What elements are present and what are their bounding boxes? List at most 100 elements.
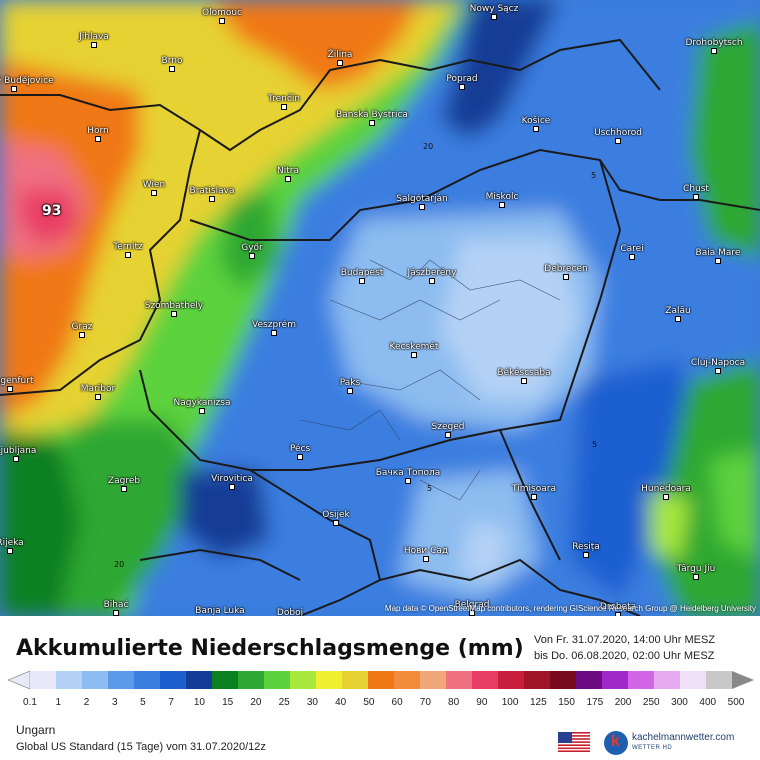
city-marker [13, 456, 19, 462]
scale-tick-label: 20 [250, 697, 262, 708]
city-label: Banská Bystrica [336, 110, 408, 120]
scale-color-swatch [550, 671, 577, 689]
city-marker [693, 194, 699, 200]
scale-tick-label: 200 [614, 697, 632, 708]
scale-color-swatch [446, 671, 473, 689]
scale-low-arrow [8, 671, 31, 689]
precipitation-field [0, 0, 760, 616]
city-label: Belgrad [454, 600, 490, 610]
city-marker [297, 454, 303, 460]
city-marker [531, 494, 537, 500]
scale-tick-label: 500 [727, 697, 745, 708]
city-label: Uschhorod [594, 128, 642, 138]
scale-tick-label: 2 [83, 697, 90, 708]
city-marker [271, 330, 277, 336]
city-label: Bratislava [189, 186, 235, 196]
city-marker [121, 486, 127, 492]
city-marker [113, 610, 119, 616]
scale-color-swatch [342, 671, 369, 689]
scale-color-swatch [576, 671, 603, 689]
logo-letter: k [611, 733, 620, 750]
city-label: Бачка Топола [375, 468, 441, 478]
city-label: Reșița [572, 542, 600, 552]
color-scale-ticks: 0.1 1 2 3 5 7 10 15 20 25 30 40 50 60 70 80 90 100 125 150 1… [0, 697, 760, 711]
city-label: Klagenfurt [0, 376, 34, 386]
city-label: Virovitica [211, 474, 253, 484]
max-value-label: 93 [42, 203, 62, 219]
city-label: Miskolc [485, 192, 519, 202]
city-marker [337, 60, 343, 66]
contour-label: 20 [114, 560, 125, 569]
scale-color-swatch [82, 671, 109, 689]
city-marker [469, 610, 475, 616]
city-label: Rijeka [0, 538, 24, 548]
kachelmann-logo-icon[interactable] [604, 731, 628, 755]
city-marker [199, 408, 205, 414]
scale-color-swatch [212, 671, 239, 689]
city-marker [359, 278, 365, 284]
city-label: Olomouc [201, 8, 243, 18]
contour-label: 5 [591, 171, 597, 180]
city-marker [419, 204, 425, 210]
city-label: Zalău [665, 306, 691, 316]
scale-tick-label: 1 [55, 697, 62, 708]
scale-tick-label: 0.1 [23, 697, 37, 708]
city-marker [125, 252, 131, 258]
city-marker [11, 86, 17, 92]
color-scale-bar [8, 671, 754, 689]
city-label: Salgótarján [396, 194, 448, 204]
city-marker [333, 520, 339, 526]
city-marker [423, 556, 429, 562]
city-label: Győr [241, 243, 263, 253]
city-marker [95, 394, 101, 400]
city-marker [715, 368, 721, 374]
city-marker [675, 316, 681, 322]
city-marker [249, 253, 255, 259]
scale-tick-label: 3 [111, 697, 118, 708]
city-marker [219, 18, 225, 24]
map-attribution[interactable]: Map data © OpenStreetMap contributors, r… [384, 604, 756, 613]
city-marker [405, 478, 411, 484]
city-label: Budapest [340, 268, 384, 278]
city-marker [429, 278, 435, 284]
scale-color-swatch [30, 671, 57, 689]
contour-label: 5 [592, 440, 598, 449]
city-label: Veszprém [252, 320, 296, 330]
scale-tick-label: 400 [699, 697, 717, 708]
city-label: Poprad [446, 74, 478, 84]
scale-color-swatch [628, 671, 655, 689]
scale-color-swatch [238, 671, 265, 689]
city-label: Maribor [80, 384, 116, 394]
city-label: Pécs [289, 444, 311, 454]
scale-tick-label: 7 [168, 697, 174, 708]
city-label: Szombathely [144, 301, 204, 311]
scale-color-swatch [420, 671, 447, 689]
city-marker [499, 202, 505, 208]
city-label: Jászberény [407, 268, 457, 278]
scale-tick-label: 90 [476, 697, 488, 708]
city-marker [521, 378, 527, 384]
city-marker [715, 258, 721, 264]
city-marker [615, 612, 621, 616]
city-label: Cluj-Napoca [690, 358, 746, 368]
city-marker [151, 190, 157, 196]
city-marker [281, 104, 287, 110]
city-label: Žilina [327, 50, 353, 60]
city-label: Chust [683, 184, 709, 194]
city-marker [445, 432, 451, 438]
city-marker [663, 494, 669, 500]
city-label: České Budějovice [0, 76, 54, 86]
city-marker [629, 254, 635, 260]
scale-color-swatch [472, 671, 499, 689]
city-label: Nagykanizsa [173, 398, 231, 408]
brand-name[interactable]: kachelmannwetter.com [632, 732, 735, 743]
scale-tick-label: 10 [193, 697, 205, 708]
city-marker [7, 548, 13, 554]
scale-tick-label: 50 [363, 697, 375, 708]
scale-tick-label: 150 [558, 697, 575, 708]
city-label: Nitra [277, 166, 299, 176]
city-label: Brno [161, 56, 183, 66]
city-label: Jihlava [79, 32, 109, 42]
city-marker [693, 574, 699, 580]
city-label: Baia Mare [695, 248, 741, 258]
